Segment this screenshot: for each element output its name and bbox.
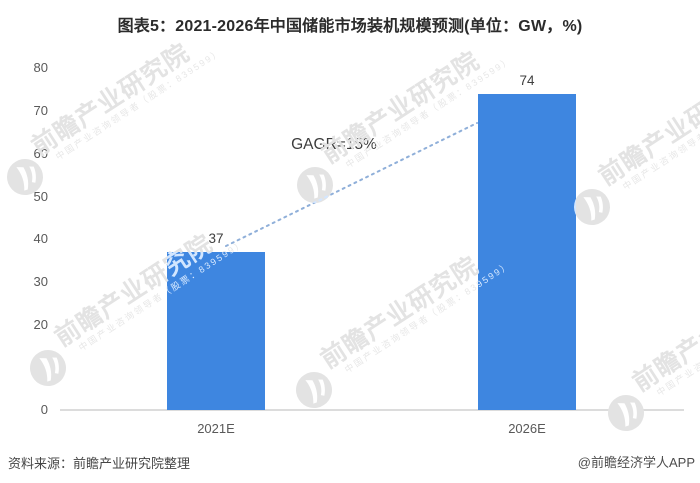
source-note: 资料来源：前瞻产业研究院整理 [8,456,191,471]
y-axis-tick-label: 40 [33,231,48,247]
y-axis-tick-label: 70 [33,103,48,119]
bar-2021E [167,252,265,410]
chart-title: 图表5：2021-2026年中国储能市场装机规模预测(单位：GW，%) [117,18,583,35]
bar-value-label: 37 [208,231,224,246]
bar-2026E [478,94,576,410]
y-axis-tick-label: 0 [40,402,48,417]
cagr-annotation: GAGR=15% [291,136,377,153]
y-axis-tick-label: 20 [33,316,48,332]
bar-value-label: 74 [519,73,535,89]
y-axis-tick-label: 50 [33,188,48,204]
y-axis-tick-label: 30 [33,273,48,289]
x-axis-line [60,409,684,411]
y-axis-tick-label: 60 [33,145,48,161]
credit-note: @前瞻经济学人APP [577,455,695,470]
x-axis-label: 2026E [508,421,546,436]
y-axis-tick-label: 10 [33,359,48,375]
y-axis-tick-label: 80 [33,60,48,76]
x-axis-label: 2021E [197,421,235,436]
